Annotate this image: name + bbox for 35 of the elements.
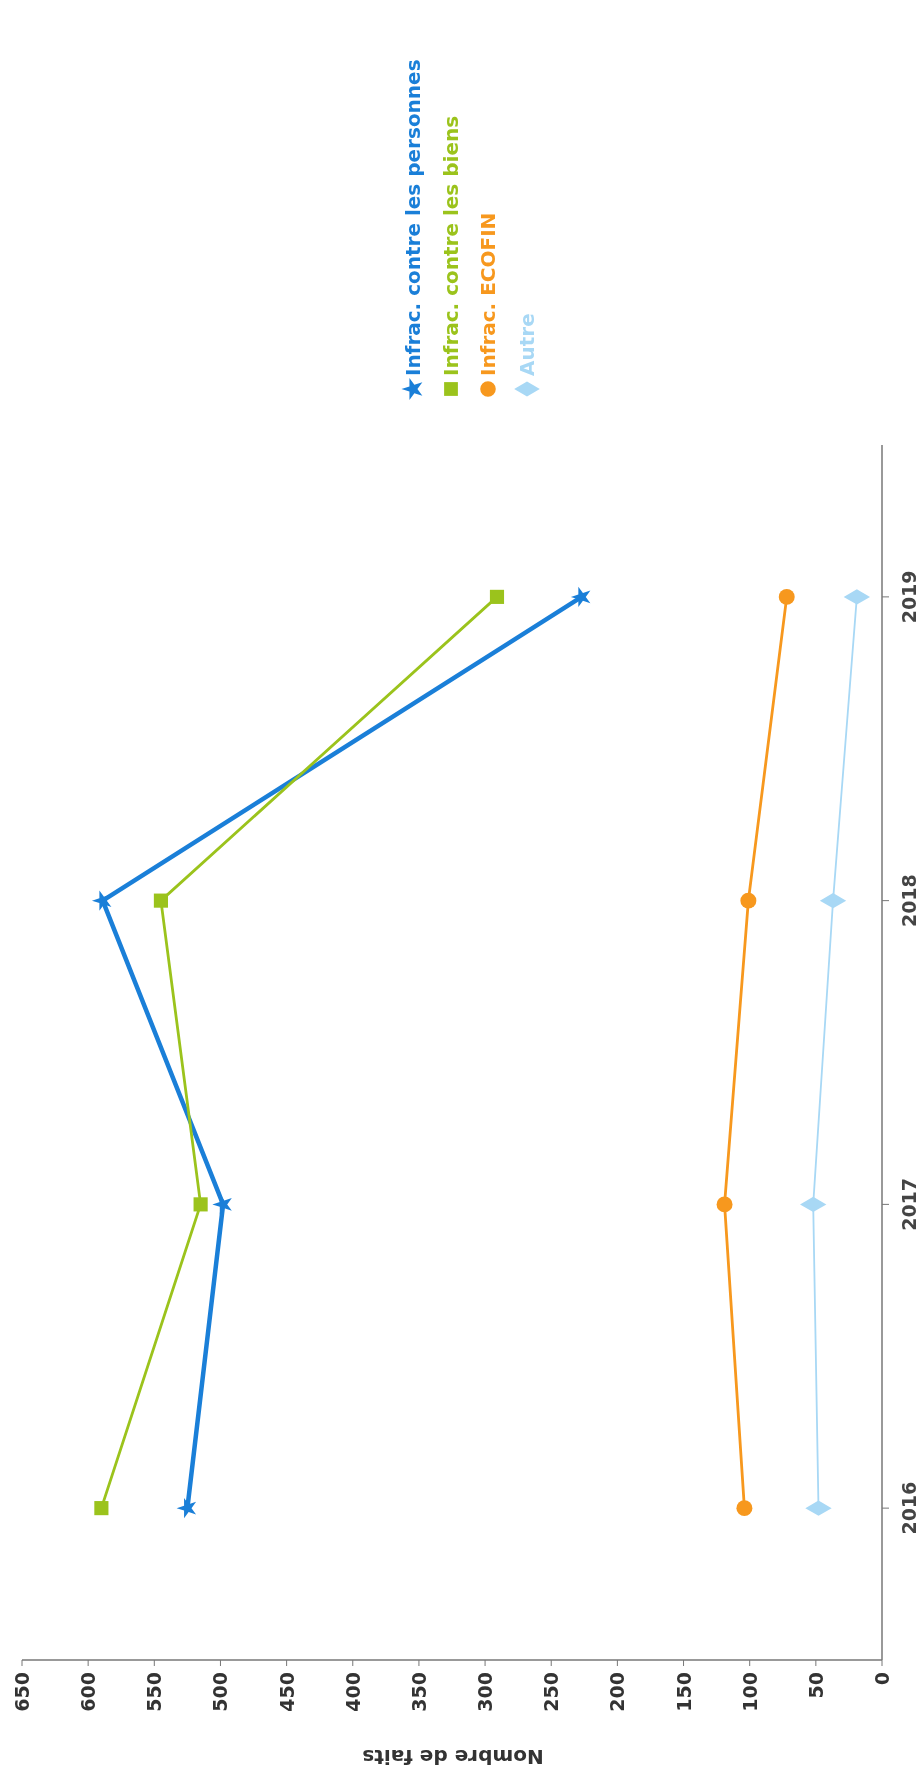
point bbox=[176, 1497, 197, 1519]
point bbox=[94, 1501, 109, 1516]
x-tick-label: 550 bbox=[143, 1672, 166, 1712]
x-tick-label: 250 bbox=[540, 1672, 563, 1712]
point bbox=[91, 890, 112, 911]
text: Infrac. ECOFIN bbox=[476, 212, 500, 376]
x-tick-label: 500 bbox=[209, 1672, 232, 1712]
x-tick-label: 350 bbox=[407, 1672, 430, 1712]
x-tick-label: 50 bbox=[804, 1672, 827, 1699]
x-tick-label: 400 bbox=[341, 1672, 364, 1712]
point bbox=[570, 586, 591, 608]
x-tick-label: 150 bbox=[672, 1672, 695, 1712]
text: Infrac. contre les biens bbox=[439, 115, 463, 376]
x-tick-label: 600 bbox=[77, 1672, 100, 1712]
text: Autre bbox=[515, 313, 539, 376]
point bbox=[212, 1194, 232, 1215]
x-tick-label: 450 bbox=[275, 1672, 298, 1712]
x-tick-label: 650 bbox=[11, 1672, 33, 1712]
point bbox=[193, 1197, 208, 1212]
point bbox=[740, 892, 757, 909]
x-axis-title: Nombre de faits bbox=[362, 1745, 544, 1769]
y-tick-label: 2017 bbox=[898, 1177, 920, 1231]
point bbox=[716, 1196, 733, 1213]
y-tick-label: 2016 bbox=[898, 1481, 920, 1535]
y-tick-label: 2019 bbox=[898, 570, 920, 624]
point bbox=[736, 1500, 753, 1517]
x-tick-label: 0 bbox=[871, 1672, 893, 1686]
x-tick-label: 300 bbox=[474, 1672, 497, 1712]
point bbox=[778, 588, 795, 605]
y-tick-label: 2018 bbox=[898, 874, 920, 928]
x-tick-label: 200 bbox=[606, 1672, 629, 1712]
point bbox=[153, 893, 168, 908]
text: Infrac. contre les personnes bbox=[401, 59, 425, 376]
point bbox=[489, 589, 505, 604]
x-tick-label: 100 bbox=[738, 1672, 761, 1712]
